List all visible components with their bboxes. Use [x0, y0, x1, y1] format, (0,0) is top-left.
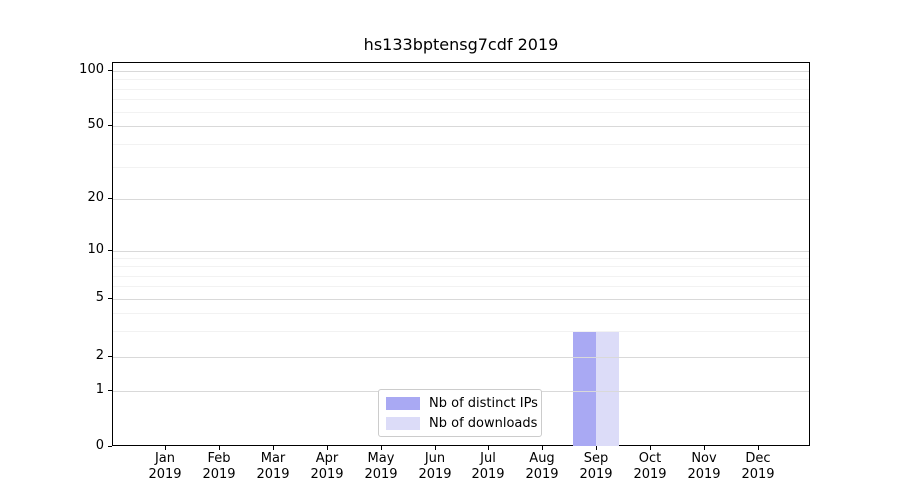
x-tick-label: Feb 2019	[189, 451, 249, 483]
gridline-minor	[113, 286, 809, 287]
y-tick-mark	[108, 356, 112, 357]
y-tick-label: 1	[95, 382, 104, 397]
x-tick-mark	[165, 446, 166, 450]
x-tick-mark	[273, 446, 274, 450]
x-tick-year: 2019	[525, 467, 559, 482]
legend-swatch-downloads	[386, 416, 420, 430]
y-tick-label: 20	[87, 190, 104, 205]
x-tick-mark	[704, 446, 705, 450]
bar-nb-of-downloads-sep	[596, 331, 620, 446]
y-tick-label: 100	[79, 62, 104, 77]
gridline-major	[113, 71, 809, 72]
gridline-major	[113, 251, 809, 252]
gridline-minor	[113, 276, 809, 277]
x-tick-month: May	[367, 451, 395, 466]
x-tick-month: Jun	[424, 451, 446, 466]
y-tick-label: 50	[87, 117, 104, 132]
x-tick-label: Mar 2019	[243, 451, 303, 483]
y-tick-mark	[108, 390, 112, 391]
x-tick-label: Jan 2019	[135, 451, 195, 483]
x-tick-month: Oct	[638, 451, 662, 466]
x-tick-label: Nov 2019	[674, 451, 734, 483]
gridline-major	[113, 357, 809, 358]
x-tick-label: Apr 2019	[297, 451, 357, 483]
plot-area	[112, 62, 810, 446]
y-tick-label: 5	[95, 290, 104, 305]
x-tick-year: 2019	[579, 467, 613, 482]
y-tick-mark	[108, 298, 112, 299]
x-tick-month: Aug	[529, 451, 555, 466]
x-tick-month: Feb	[207, 451, 231, 466]
x-tick-month: Nov	[691, 451, 717, 466]
legend-label-downloads: Nb of downloads	[429, 415, 538, 431]
legend: Nb of distinct IPs Nb of downloads	[378, 389, 542, 437]
gridline-major	[113, 126, 809, 127]
x-tick-year: 2019	[202, 467, 236, 482]
x-tick-mark	[219, 446, 220, 450]
gridline-major	[113, 199, 809, 200]
legend-label-distinct-ips: Nb of distinct IPs	[429, 395, 538, 411]
y-tick-mark	[108, 198, 112, 199]
x-tick-label: Oct 2019	[620, 451, 680, 483]
legend-swatch-distinct-ips	[386, 396, 420, 410]
x-tick-year: 2019	[256, 467, 290, 482]
gridline-minor	[113, 144, 809, 145]
gridline-minor	[113, 99, 809, 100]
y-tick-mark	[108, 70, 112, 71]
x-tick-mark	[650, 446, 651, 450]
x-tick-label: Jun 2019	[405, 451, 465, 483]
x-tick-label: May 2019	[351, 451, 411, 483]
x-tick-mark	[596, 446, 597, 450]
gridline-minor	[113, 258, 809, 259]
x-tick-month: Mar	[260, 451, 286, 466]
x-tick-mark	[327, 446, 328, 450]
x-tick-mark	[381, 446, 382, 450]
bar-nb-of-distinct-ips-sep	[573, 331, 597, 446]
y-tick-mark	[108, 250, 112, 251]
legend-item-distinct-ips: Nb of distinct IPs	[386, 394, 538, 412]
x-tick-year: 2019	[687, 467, 721, 482]
x-tick-mark	[542, 446, 543, 450]
gridline-minor	[113, 313, 809, 314]
x-tick-label: Sep 2019	[566, 451, 626, 483]
x-tick-year: 2019	[364, 467, 398, 482]
y-tick-label: 10	[87, 242, 104, 257]
x-tick-year: 2019	[741, 467, 775, 482]
x-tick-year: 2019	[148, 467, 182, 482]
x-tick-label: Dec 2019	[728, 451, 788, 483]
gridline-major	[113, 299, 809, 300]
x-tick-month: Sep	[583, 451, 609, 466]
y-tick-label: 2	[95, 348, 104, 363]
x-tick-month: Apr	[315, 451, 339, 466]
x-tick-year: 2019	[471, 467, 505, 482]
x-tick-year: 2019	[633, 467, 667, 482]
x-tick-mark	[758, 446, 759, 450]
y-tick-mark	[108, 125, 112, 126]
x-tick-mark	[488, 446, 489, 450]
gridline-minor	[113, 89, 809, 90]
y-tick-mark	[108, 446, 112, 447]
chart-title: hs133bptensg7cdf 2019	[363, 35, 559, 54]
x-tick-month: Jul	[480, 451, 496, 466]
x-tick-month: Dec	[745, 451, 771, 466]
gridline-minor	[113, 266, 809, 267]
gridline-minor	[113, 331, 809, 332]
x-tick-year: 2019	[310, 467, 344, 482]
x-tick-year: 2019	[418, 467, 452, 482]
x-tick-label: Jul 2019	[458, 451, 518, 483]
x-tick-mark	[435, 446, 436, 450]
x-tick-label: Aug 2019	[512, 451, 572, 483]
gridline-minor	[113, 112, 809, 113]
x-tick-month: Jan	[154, 451, 176, 466]
gridline-minor	[113, 79, 809, 80]
legend-item-downloads: Nb of downloads	[386, 414, 538, 432]
y-tick-label: 0	[95, 438, 104, 453]
gridline-minor	[113, 167, 809, 168]
